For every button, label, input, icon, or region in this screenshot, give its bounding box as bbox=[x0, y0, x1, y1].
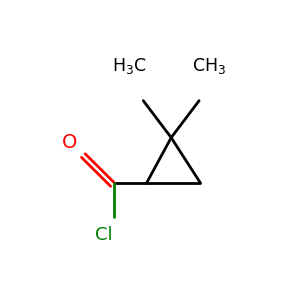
Text: H$_3$C: H$_3$C bbox=[112, 56, 147, 76]
Text: O: O bbox=[62, 133, 78, 152]
Text: Cl: Cl bbox=[95, 226, 112, 244]
Text: CH$_3$: CH$_3$ bbox=[193, 56, 226, 76]
